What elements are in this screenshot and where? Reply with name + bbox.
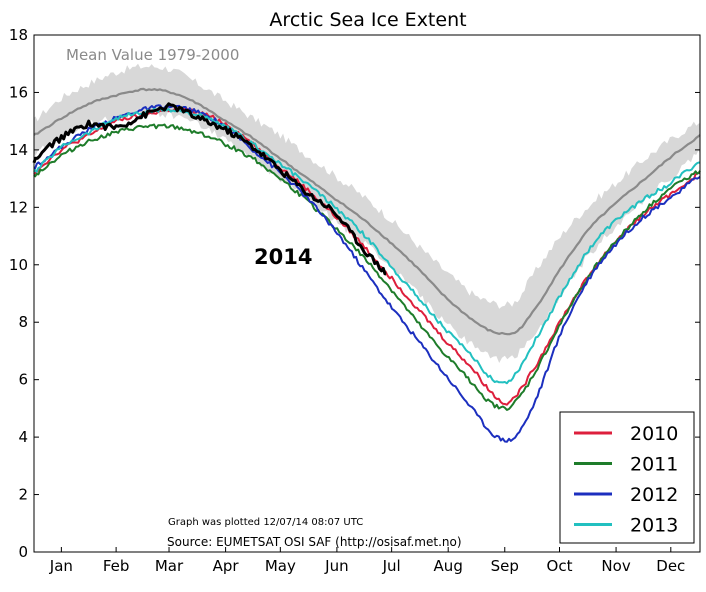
y-tick-label: 18 [9, 26, 28, 44]
y-tick-label: 14 [9, 141, 28, 159]
y-axis: 0 2 4 6 8 10 12 14 16 18 [9, 26, 700, 561]
mean-value-label: Mean Value 1979-2000 [66, 46, 239, 64]
legend-label-2010: 2010 [630, 423, 678, 445]
legend-label-2013: 2013 [630, 515, 678, 537]
series-line-2011 [33, 123, 701, 411]
x-tick-label: Mar [155, 557, 184, 575]
x-tick-label: Jan [49, 557, 73, 575]
plot-timestamp-note: Graph was plotted 12/07/14 08:07 UTC [168, 517, 363, 528]
x-tick-label: Dec [656, 557, 685, 575]
legend-label-2012: 2012 [630, 484, 678, 506]
series-line-2014 [32, 102, 387, 276]
plot-area [32, 63, 701, 443]
plot-frame [33, 34, 701, 553]
current-year-label: 2014 [254, 245, 312, 269]
x-tick-label: Nov [601, 557, 630, 575]
y-tick-label: 8 [18, 313, 28, 331]
y-tick-label: 4 [18, 428, 28, 446]
chart-title: Arctic Sea Ice Extent [269, 9, 466, 31]
x-tick-label: Jul [382, 557, 401, 575]
mean-line [33, 87, 701, 336]
legend: 2010 2011 2012 2013 [559, 411, 695, 544]
legend-label-2011: 2011 [630, 454, 678, 476]
series-line-2013 [33, 107, 701, 385]
y-tick-label: 16 [9, 83, 28, 101]
y-tick-label: 0 [18, 543, 28, 561]
x-tick-label: May [265, 557, 296, 575]
y-tick-label: 12 [9, 198, 28, 216]
x-tick-label: Jun [324, 557, 348, 575]
x-tick-label: Feb [103, 557, 130, 575]
x-axis: Jan Feb Mar Apr May Jun Jul Aug Sep Oct Nov Dec [49, 547, 685, 575]
y-tick-label: 10 [9, 256, 28, 274]
x-tick-label: Aug [434, 557, 463, 575]
x-tick-label: Sep [491, 557, 519, 575]
x-tick-label: Apr [213, 557, 240, 575]
data-source-note: Source: EUMETSAT OSI SAF (http://osisaf.… [167, 535, 462, 549]
x-tick-label: Oct [547, 557, 573, 575]
series-line-2012 [33, 104, 701, 443]
y-tick-label: 6 [18, 371, 28, 389]
mean-range-band [34, 63, 700, 364]
y-tick-label: 2 [18, 486, 28, 504]
